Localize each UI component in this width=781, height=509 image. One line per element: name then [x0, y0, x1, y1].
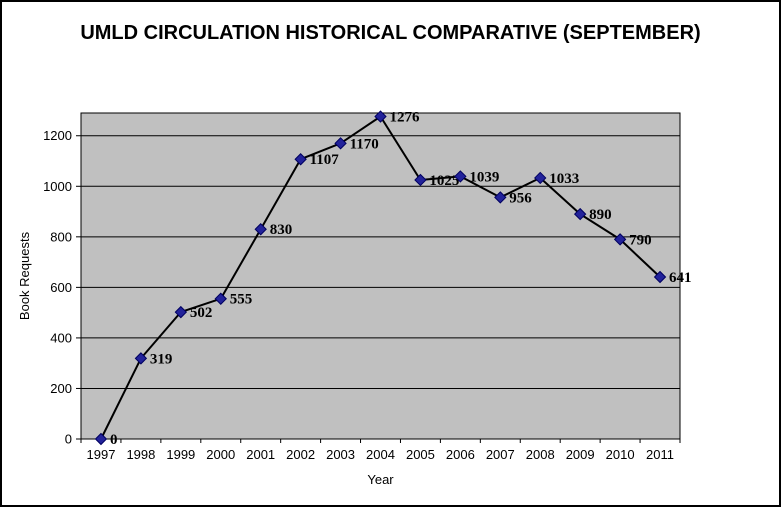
y-tick-label: 0	[65, 432, 72, 447]
x-tick-label-2000: 2000	[206, 447, 235, 462]
chart-title: UMLD CIRCULATION HISTORICAL COMPARATIVE …	[80, 22, 701, 44]
data-point-marker-2007	[494, 191, 507, 204]
plot-area	[80, 112, 681, 440]
data-label-1997: 0	[110, 432, 118, 448]
y-tick-label: 1000	[43, 179, 72, 194]
data-point-marker-2004	[374, 110, 387, 123]
data-point-marker-2001	[254, 223, 267, 236]
data-label-2008: 1033	[549, 171, 579, 187]
x-tick-label-2011: 2011	[646, 447, 674, 462]
x-tick-label-2009: 2009	[566, 447, 595, 462]
x-tick-label-1998: 1998	[126, 447, 155, 462]
data-label-2006: 1039	[469, 169, 499, 185]
data-label-2002: 1107	[310, 152, 340, 168]
data-label-2001: 830	[270, 222, 293, 238]
data-point-marker-1999	[174, 305, 188, 319]
data-point-marker-2003	[334, 137, 347, 150]
x-tick-label-2002: 2002	[286, 447, 315, 462]
data-label-2007: 956	[509, 190, 532, 206]
y-axis-title: Book Requests	[17, 231, 32, 320]
y-tick-label: 1200	[43, 128, 72, 143]
data-point-marker-2010	[613, 233, 627, 246]
data-point-marker-2006	[454, 170, 467, 183]
data-label-2000: 555	[230, 292, 253, 308]
x-tick-label-2003: 2003	[326, 447, 355, 462]
x-tick-label-2005: 2005	[406, 447, 435, 462]
data-label-2003: 1170	[350, 136, 379, 152]
x-tick-label-2008: 2008	[526, 447, 555, 462]
data-label-2005: 1025	[429, 173, 459, 189]
y-tick-label: 200	[50, 381, 72, 396]
x-tick-label-2001: 2001	[246, 447, 275, 462]
y-tick-label: 600	[50, 280, 72, 295]
data-point-marker-2009	[573, 207, 587, 221]
data-label-2010: 790	[629, 232, 652, 248]
x-tick-label-1997: 1997	[87, 447, 116, 462]
y-tick-label: 800	[50, 229, 72, 244]
data-point-marker-2000	[214, 292, 227, 305]
data-point-marker-2008	[534, 171, 547, 185]
x-tick-label-2010: 2010	[606, 447, 635, 462]
data-label-1999: 502	[190, 305, 213, 321]
x-tick-label-1999: 1999	[166, 447, 195, 462]
data-label-2009: 890	[589, 207, 612, 223]
data-label-1998: 319	[150, 351, 173, 367]
y-tick-label: 400	[50, 330, 72, 345]
x-axis-title: Year	[367, 472, 394, 487]
data-point-marker-1998	[134, 352, 148, 365]
x-tick-label-2004: 2004	[366, 447, 395, 462]
data-label-2011: 641	[669, 270, 692, 286]
x-tick-label-2006: 2006	[446, 447, 475, 462]
data-label-2004: 1276	[390, 110, 421, 126]
data-point-marker-2002	[294, 153, 307, 166]
data-point-marker-2005	[414, 173, 427, 187]
data-point-marker-2011	[653, 270, 667, 284]
data-point-marker-1997	[94, 432, 108, 446]
x-tick-label-2007: 2007	[486, 447, 515, 462]
